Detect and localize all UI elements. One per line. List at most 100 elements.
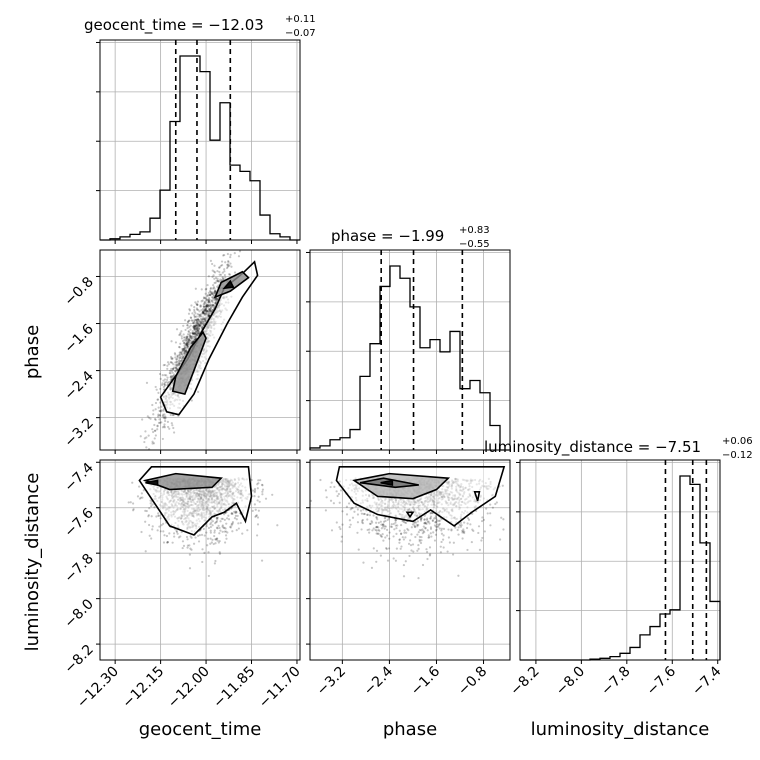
- sample-point: [190, 319, 193, 322]
- sample-point: [423, 518, 426, 521]
- sample-point: [223, 526, 226, 529]
- sample-point: [197, 318, 200, 321]
- sample-point: [170, 340, 173, 343]
- sample-point: [194, 336, 197, 339]
- sample-point: [196, 321, 199, 324]
- sample-point: [193, 327, 196, 330]
- sample-point: [204, 297, 208, 300]
- sample-point: [214, 542, 217, 545]
- sample-point: [211, 303, 214, 307]
- sample-point: [180, 530, 183, 534]
- sample-point: [200, 288, 203, 291]
- sample-point: [163, 417, 167, 420]
- sample-point: [160, 523, 163, 527]
- sample-point: [409, 539, 412, 542]
- sample-point: [191, 341, 194, 344]
- sample-point: [436, 525, 439, 529]
- sample-point: [217, 280, 220, 283]
- sample-point: [193, 335, 196, 338]
- sample-point: [303, 502, 305, 504]
- x-tick-label: −2.4: [361, 663, 396, 698]
- sample-point: [162, 413, 165, 416]
- sample-point: [194, 326, 197, 329]
- sample-point: [332, 502, 335, 505]
- sample-point: [171, 357, 174, 360]
- sample-point: [203, 296, 207, 300]
- sample-point: [362, 561, 365, 564]
- sample-point: [511, 479, 513, 481]
- y-tick-label: −1.6: [61, 321, 96, 356]
- sample-point: [219, 520, 222, 523]
- sample-point: [179, 355, 182, 358]
- sample-point: [213, 271, 217, 274]
- sample-point: [156, 529, 159, 532]
- sample-point: [190, 548, 193, 551]
- sample-point: [186, 343, 189, 346]
- sample-point: [204, 317, 207, 320]
- sample-point: [425, 550, 429, 554]
- sample-point: [148, 534, 151, 537]
- title-phase-plus: +0.83: [459, 225, 490, 236]
- sample-point: [202, 316, 205, 319]
- sample-point: [176, 356, 179, 359]
- sample-point: [421, 528, 424, 531]
- sample-point: [178, 351, 181, 354]
- sample-point: [237, 527, 240, 530]
- sample-point: [196, 308, 199, 311]
- sample-point: [221, 277, 225, 280]
- sample-point: [377, 532, 380, 535]
- sample-point: [202, 296, 206, 299]
- sample-point: [215, 520, 218, 524]
- sample-point: [225, 537, 228, 540]
- sample-point: [486, 512, 489, 515]
- sample-point: [166, 382, 170, 385]
- sample-point: [190, 316, 193, 320]
- sample-point: [171, 371, 174, 374]
- sample-point: [196, 303, 199, 306]
- sample-point: [187, 340, 190, 343]
- sample-point: [179, 535, 182, 538]
- sample-point: [170, 369, 173, 373]
- sample-point: [176, 363, 179, 367]
- sample-point: [194, 330, 198, 333]
- sample-point: [461, 529, 464, 532]
- sample-point: [154, 385, 157, 389]
- sample-point: [213, 290, 217, 293]
- sample-point: [178, 353, 181, 356]
- sample-point: [437, 519, 440, 522]
- sample-point: [147, 514, 150, 517]
- sample-point: [195, 318, 198, 321]
- sample-point: [185, 350, 188, 353]
- sample-point: [169, 376, 173, 379]
- sample-point: [238, 241, 240, 243]
- sample-point: [169, 376, 172, 379]
- sample-point: [253, 489, 257, 492]
- sample-point: [208, 290, 212, 293]
- sample-point: [260, 483, 264, 486]
- sample-point: [194, 318, 198, 322]
- sample-point: [213, 531, 216, 534]
- sample-point: [226, 252, 229, 256]
- sample-point: [189, 336, 193, 339]
- sample-point: [196, 334, 199, 337]
- sample-point: [212, 293, 215, 296]
- sample-point: [204, 308, 207, 311]
- sample-point: [466, 516, 470, 520]
- sample-point: [195, 327, 198, 330]
- contour-core: [145, 479, 159, 486]
- sample-point: [163, 381, 166, 384]
- sample-point: [500, 516, 503, 519]
- sample-point: [353, 510, 356, 513]
- sample-point: [188, 544, 191, 547]
- sample-point: [170, 367, 173, 371]
- sample-point: [181, 339, 185, 343]
- sample-point: [227, 259, 230, 263]
- sample-point: [218, 280, 221, 283]
- sample-point: [163, 426, 166, 429]
- sample-point: [180, 330, 183, 333]
- sample-point: [152, 442, 156, 445]
- sample-point: [182, 544, 186, 547]
- sample-point: [394, 524, 397, 527]
- sample-point: [181, 349, 184, 352]
- sample-point: [198, 313, 201, 316]
